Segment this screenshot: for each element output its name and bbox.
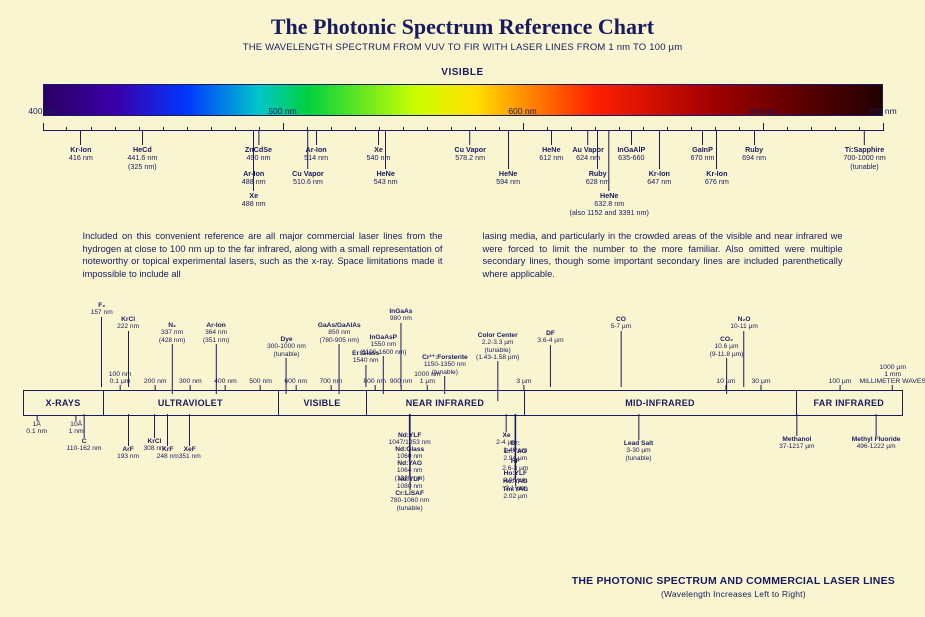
band-callout: Ar-Ion364 nm(351 nm): [203, 322, 229, 394]
band-tick: 1Å0.1 nm: [26, 416, 47, 435]
band-callout: N₂337 nm(428 nm): [159, 322, 185, 394]
page-subtitle: THE WAVELENGTH SPECTRUM FROM VUV TO FIR …: [0, 42, 925, 53]
band-segment: MID-INFRARED: [524, 391, 797, 415]
laser-callout: InGaAlP635-660: [617, 131, 645, 163]
band-segment: FAR INFRARED: [796, 391, 901, 415]
laser-callout: HeCd441.6 nm(325 nm): [127, 131, 157, 171]
laser-callout: Ruby694 nm: [742, 131, 766, 163]
band-tick: 100 µm: [829, 378, 852, 390]
laser-callout: HeNe612 nm: [539, 131, 563, 163]
footer-title: THE PHOTONIC SPECTRUM AND COMMERCIAL LAS…: [572, 575, 895, 599]
band-callout: ArF193 nm: [117, 414, 139, 461]
band-callout: DF3.6-4 µm: [537, 330, 563, 387]
band-bar: X-RAYSULTRAVIOLETVISIBLENEAR INFRAREDMID…: [23, 390, 903, 416]
band-callout: KrF248 nm: [157, 414, 179, 461]
band-callout: Cr³⁺:Forsterite1150-1350 nm(tunable): [422, 354, 468, 394]
spectrum-scale: 400 nm500 nm600 nm700 nm750 nm: [43, 118, 883, 131]
band-callout: Cr:LiSAF780-1060 nm(tunable): [390, 414, 429, 512]
band-callout: CO5-7 µm: [611, 316, 632, 387]
laser-callout: ZnCdSe490 nm: [245, 131, 272, 163]
laser-callout: HeNe543 nm: [374, 131, 398, 187]
laser-callout: Cu Vapor578.2 nm: [454, 131, 486, 163]
band-segment: ULTRAVIOLET: [103, 391, 280, 415]
band-callout: Tm:YAG2.02 µm: [502, 414, 528, 501]
band-callout: Dye300-1000 nm(tunable): [267, 336, 306, 394]
paragraph-right: lasing media, and particularly in the cr…: [483, 230, 843, 280]
band-callout: F₂157 nm: [91, 302, 113, 387]
band-segment: VISIBLE: [278, 391, 367, 415]
visible-label: VISIBLE: [0, 67, 925, 78]
laser-callout: Kr-Ion676 nm: [705, 131, 729, 187]
visible-spectrum: 400 nm500 nm600 nm700 nm750 nm Kr-Ion416…: [43, 84, 883, 226]
laser-callout: Ti:Sapphire700-1000 nm(tunable): [843, 131, 885, 171]
band-segment: X-RAYS: [24, 391, 104, 415]
band-tick: 1000 µm1 mmMILLIMETER WAVES: [859, 364, 925, 390]
paragraph-left: Included on this convenient reference ar…: [83, 230, 443, 280]
laser-callout: Ar-Ion514 nm: [304, 131, 328, 163]
description-row: Included on this convenient reference ar…: [83, 230, 843, 280]
full-spectrum-band: X-RAYSULTRAVIOLETVISIBLENEAR INFRAREDMID…: [23, 294, 903, 484]
laser-callout: Kr-Ion647 nm: [647, 131, 671, 187]
band-callout: Lead Salt3-30 µm(tunable): [624, 414, 653, 462]
band-callout: Methanol37-1217 µm: [779, 414, 814, 451]
footer-title-text: THE PHOTONIC SPECTRUM AND COMMERCIAL LAS…: [572, 575, 895, 587]
laser-callout: HeNe594 nm: [496, 131, 520, 187]
band-callout: InGaAs980 nm: [389, 308, 412, 387]
footer-subtitle: (Wavelength Increases Left to Right): [572, 589, 895, 599]
page-title: The Photonic Spectrum Reference Chart: [0, 0, 925, 40]
laser-callout: Kr-Ion416 nm: [69, 131, 93, 163]
band-callout: XeF351 nm: [179, 414, 201, 461]
band-callout: Methyl Fluoride496-1222 µm: [852, 414, 901, 451]
band-callout: N₂O10-11 µm: [730, 316, 758, 387]
band-callout: C110-162 nm: [67, 414, 102, 453]
visible-laser-callouts: Kr-Ion416 nmHeCd441.6 nm(325 nm)Ar-Ion48…: [43, 131, 883, 226]
band-callout: KrCl222 nm: [117, 316, 139, 387]
band-callout: Color Center2.2-3.3 µm(tunable)(1.43-1.5…: [476, 332, 519, 401]
